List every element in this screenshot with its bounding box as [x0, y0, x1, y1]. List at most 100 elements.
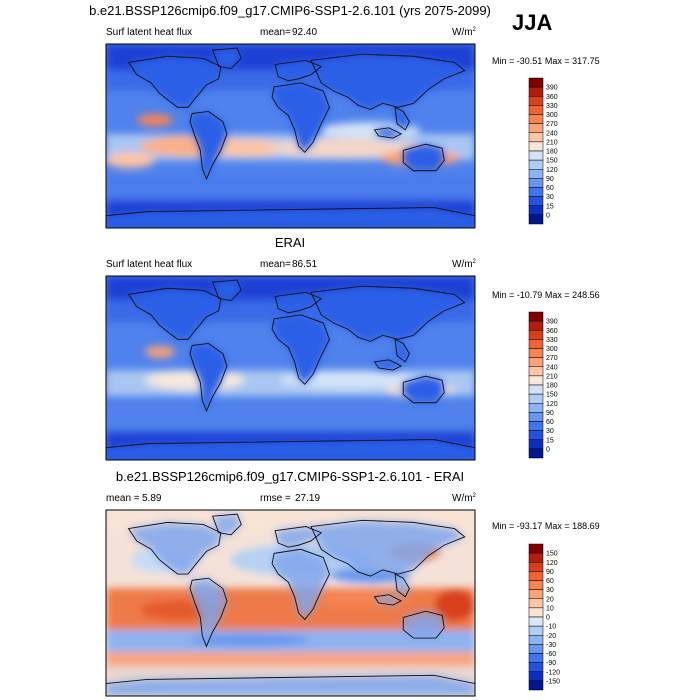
panel-1-frame [105, 43, 476, 229]
colorbar-swatch [528, 562, 544, 572]
colorbar-tick-label: 90 [546, 569, 554, 576]
colorbar-swatch [528, 187, 544, 197]
colorbar-tick-label: 60 [546, 419, 554, 426]
colorbar-tick-label: -30 [546, 642, 556, 649]
colorbar-swatch [528, 412, 544, 422]
colorbar-tick-label: 180 [546, 383, 558, 390]
colorbar-tick-label: 150 [546, 551, 558, 558]
panel-3-rmse-value: 27.19 [295, 493, 320, 504]
colorbar-tick-label: 0 [546, 446, 550, 453]
panel-obs: ERAI Surf latent heat flux mean= 86.51 W… [105, 235, 600, 461]
colorbar-tick-label: 180 [546, 149, 558, 156]
colorbar-tick-label: 300 [546, 112, 558, 119]
panel-3-title: b.e21.BSSP126cmip6.f09_g17.CMIP6-SSP1-2.… [116, 469, 464, 484]
map-blob [280, 371, 420, 389]
colorbar-swatch [528, 430, 544, 440]
panel-3-mean-label: mean = [106, 493, 140, 504]
panel-2-map [106, 276, 475, 460]
colorbar-swatch [528, 96, 544, 106]
colorbar-tick-label: 30 [546, 194, 554, 201]
colorbar-tick-label: 390 [546, 85, 558, 92]
colorbar-swatch [528, 311, 544, 322]
colorbar-swatch [528, 653, 544, 663]
colorbar-swatch [528, 159, 544, 170]
panel-2-mean-label: mean= [260, 259, 291, 270]
colorbar-swatch [528, 403, 544, 413]
panel-3-minmax: Min = -93.17 Max = 188.69 [492, 521, 600, 531]
panel-3-mean-value: 5.89 [142, 493, 162, 504]
colorbar-tick-label: 270 [546, 121, 558, 128]
colorbar-tick-label: 210 [546, 373, 558, 380]
colorbar-swatch [528, 625, 544, 636]
colorbar-tick-label: -150 [546, 678, 560, 685]
colorbar-swatch [528, 644, 544, 654]
colorbar-tick-label: 120 [546, 167, 558, 174]
panel-3-frame [105, 509, 476, 697]
colorbar-swatch [528, 671, 544, 682]
panel-2-variable-label: Surf latent heat flux [106, 259, 192, 270]
colorbar-swatch [528, 680, 544, 691]
colorbar-tick-label: 90 [546, 176, 554, 183]
colorbar-tick-label: 360 [546, 94, 558, 101]
colorbar-swatch [528, 320, 544, 331]
colorbar-tick-label: 15 [546, 437, 554, 444]
panel-1-mean-label: mean= [260, 27, 291, 38]
panel-3-units: W/m2 [452, 493, 477, 504]
panel-1-minmax: Min = -30.51 Max = 317.75 [492, 56, 600, 66]
panel-3-colorbar: 150 120 90 60 30 20 10 0 -10 -20 -30 -60 -90 -120 -150 [528, 543, 560, 691]
colorbar-swatch [528, 571, 544, 581]
colorbar-swatch [528, 607, 544, 618]
season-label: JJA [512, 10, 552, 35]
colorbar-swatch [528, 616, 544, 627]
colorbar-tick-label: 60 [546, 578, 554, 585]
colorbar-swatch [528, 384, 544, 395]
colorbar-swatch [528, 543, 544, 554]
colorbar-tick-label: 15 [546, 203, 554, 210]
colorbar-swatch [528, 86, 544, 97]
colorbar-swatch [528, 598, 544, 609]
map-blob [215, 139, 285, 157]
colorbar-swatch [528, 77, 544, 88]
colorbar-swatch [528, 132, 544, 143]
colorbar-tick-label: 150 [546, 392, 558, 399]
colorbar-swatch [528, 439, 544, 450]
panel-1-title: b.e21.BSSP126cmip6.f09_g17.CMIP6-SSP1-2.… [89, 3, 491, 18]
colorbar-swatch [528, 150, 544, 161]
colorbar-tick-label: -90 [546, 660, 556, 667]
colorbar-swatch [528, 348, 544, 358]
panel-1-variable-label: Surf latent heat flux [106, 27, 192, 38]
colorbar-swatch [528, 393, 544, 404]
colorbar-swatch [528, 662, 544, 672]
colorbar-swatch [528, 421, 544, 431]
colorbar-tick-label: 270 [546, 355, 558, 362]
map-blob [190, 634, 310, 646]
colorbar-tick-label: 360 [546, 328, 558, 335]
colorbar-tick-label: 10 [546, 605, 554, 612]
colorbar-tick-label: 120 [546, 401, 558, 408]
colorbar-tick-label: 60 [546, 185, 554, 192]
colorbar-swatch [528, 205, 544, 216]
colorbar-tick-label: 300 [546, 346, 558, 353]
colorbar-swatch [528, 357, 544, 367]
colorbar-tick-label: -60 [546, 651, 556, 658]
colorbar-tick-label: 90 [546, 410, 554, 417]
colorbar-swatch [528, 339, 544, 349]
colorbar-swatch [528, 141, 544, 152]
map-blob [137, 114, 173, 126]
colorbar-swatch [528, 178, 544, 188]
colorbar-swatch [528, 196, 544, 206]
panel-3-map [106, 510, 475, 696]
colorbar-swatch [528, 580, 544, 590]
map-blob [106, 152, 155, 168]
colorbar-swatch [528, 635, 544, 645]
colorbar-tick-label: -10 [546, 624, 556, 631]
colorbar-swatch [528, 169, 544, 179]
colorbar-tick-label: 210 [546, 139, 558, 146]
panel-model: b.e21.BSSP126cmip6.f09_g17.CMIP6-SSP1-2.… [89, 3, 600, 229]
colorbar-tick-label: 330 [546, 103, 558, 110]
panel-1-map [106, 44, 475, 228]
colorbar-tick-label: -20 [546, 633, 556, 640]
panel-1-mean-value: 92.40 [292, 27, 317, 38]
